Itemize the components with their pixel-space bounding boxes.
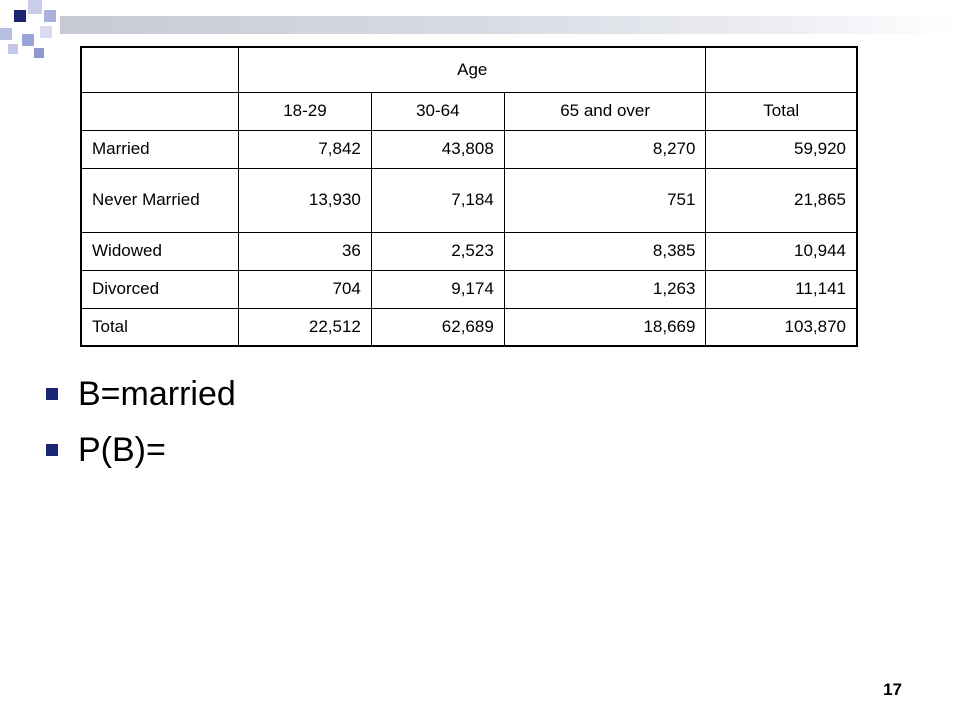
decor-square — [44, 10, 56, 22]
table-cell: 7,184 — [370, 167, 505, 233]
table-cell: 21,865 — [705, 167, 858, 233]
table-cell: 36 — [238, 231, 372, 271]
page-number: 17 — [883, 680, 902, 699]
table-cell: 1,263 — [503, 269, 707, 309]
marital-status-table: Age 18-29 30-64 65 and over Total Marrie… — [80, 46, 858, 347]
table-row: Never Married 13,930 7,184 751 21,865 — [80, 167, 858, 233]
table-cell: 704 — [238, 269, 372, 309]
title-bar-decoration — [60, 16, 960, 34]
decor-square — [0, 28, 12, 40]
table-cell: 18,669 — [503, 307, 707, 347]
column-header: 30-64 — [370, 91, 505, 131]
row-label: Never Married — [80, 167, 239, 233]
table-header-row: Age — [80, 46, 858, 93]
table-cell: 59,920 — [705, 129, 858, 169]
table-row: Divorced 704 9,174 1,263 11,141 — [80, 269, 858, 309]
table-cell: 2,523 — [370, 231, 505, 271]
bullet-text: B=married — [78, 374, 236, 413]
table-cell: 9,174 — [370, 269, 505, 309]
table-cell: 22,512 — [238, 307, 372, 347]
table-cell: 62,689 — [370, 307, 505, 347]
table-row: Married 7,842 43,808 8,270 59,920 — [80, 129, 858, 169]
table-column-header-row: 18-29 30-64 65 and over Total — [80, 91, 858, 131]
table-cell: 8,270 — [503, 129, 707, 169]
table-cell: 43,808 — [370, 129, 505, 169]
bullet-square-icon — [46, 444, 58, 456]
table-cell: 13,930 — [238, 167, 372, 233]
bullet-square-icon — [46, 388, 58, 400]
table-cell: 11,141 — [705, 269, 858, 309]
decor-square — [14, 10, 26, 22]
table-cell: 103,870 — [705, 307, 858, 347]
decor-square — [34, 48, 44, 58]
row-label: Divorced — [80, 269, 239, 309]
table-corner-cell — [80, 46, 239, 93]
column-header: 65 and over — [503, 91, 707, 131]
column-header: 18-29 — [238, 91, 372, 131]
bullet-item: P(B)= — [46, 422, 236, 478]
row-label: Married — [80, 129, 239, 169]
table-empty-header-cell — [705, 46, 858, 93]
decor-square — [8, 44, 18, 54]
decor-square — [40, 26, 52, 38]
table-cell: 8,385 — [503, 231, 707, 271]
column-header: Total — [705, 91, 858, 131]
decor-square — [22, 34, 34, 46]
table-empty-label-cell — [80, 91, 239, 131]
bullet-text: P(B)= — [78, 430, 166, 469]
row-label: Widowed — [80, 231, 239, 271]
row-label: Total — [80, 307, 239, 347]
decor-square — [28, 0, 42, 14]
table-row: Widowed 36 2,523 8,385 10,944 — [80, 231, 858, 271]
table-cell: 7,842 — [238, 129, 372, 169]
table-cell: 10,944 — [705, 231, 858, 271]
table-total-row: Total 22,512 62,689 18,669 103,870 — [80, 307, 858, 347]
bullet-item: B=married — [46, 366, 236, 422]
table-cell: 751 — [503, 167, 707, 233]
bullet-list: B=married P(B)= — [46, 366, 236, 478]
age-group-header: Age — [237, 46, 707, 93]
